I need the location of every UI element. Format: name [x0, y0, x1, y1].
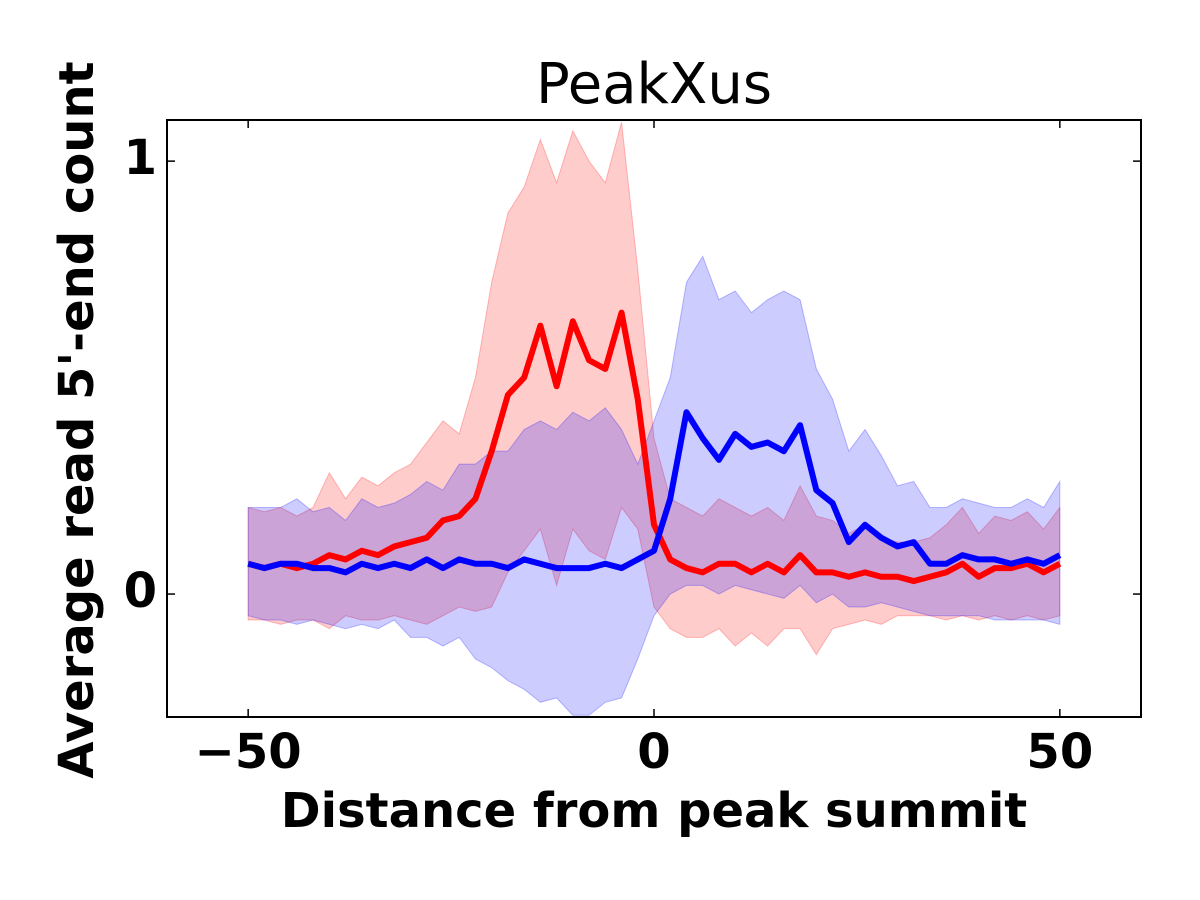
x-tick-label: −50 [195, 724, 302, 780]
band [247, 122, 1061, 656]
line [247, 409, 1062, 576]
x-tick-label: 0 [637, 724, 670, 780]
x-axis-label: Distance from peak summit [281, 783, 1027, 839]
y-tick-label: 0 [124, 563, 157, 619]
band [247, 255, 1061, 716]
x-tick-label: 50 [1026, 724, 1093, 780]
line [247, 309, 1062, 585]
y-tick-label: 1 [124, 130, 157, 186]
y-axis-label: Average read 5'-end count [49, 61, 105, 778]
chart-title: PeakXus [536, 52, 772, 117]
plot-frame [166, 119, 1142, 718]
